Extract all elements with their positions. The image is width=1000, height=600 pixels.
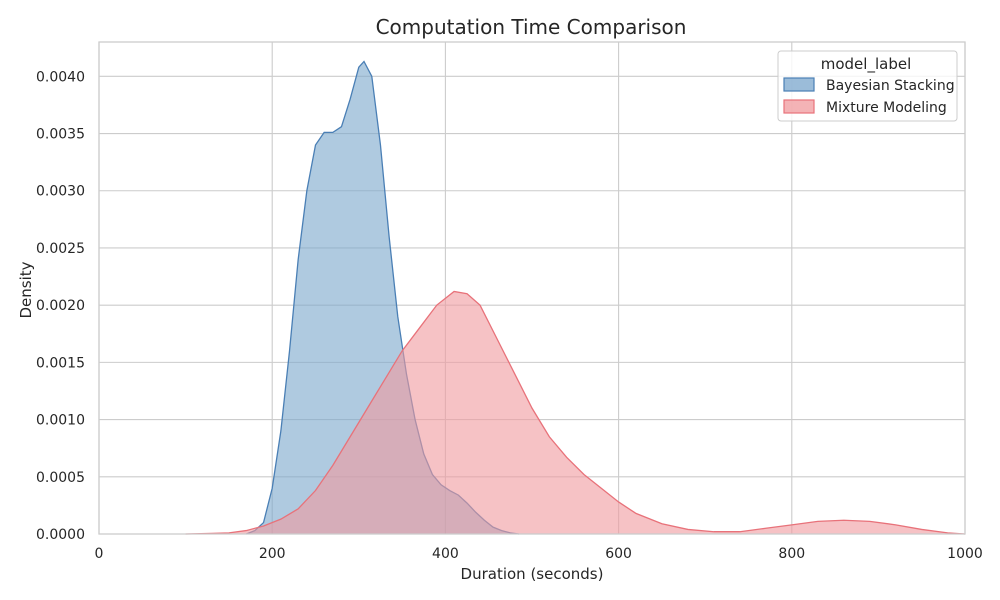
- density-area-bayesian-stacking: [246, 61, 520, 534]
- density-area-mixture-modeling: [185, 291, 966, 534]
- y-tick-label: 0.0030: [36, 184, 85, 200]
- x-tick-label: 600: [605, 546, 632, 562]
- x-tick-label: 0: [95, 546, 104, 562]
- y-tick-labels: 0.0000 0.0005 0.0010 0.0015 0.0020 0.0025 0.00…: [36, 69, 85, 543]
- y-tick-label: 0.0020: [36, 298, 85, 314]
- plot-frame: [98, 41, 966, 535]
- legend-title: model_label: [821, 55, 911, 74]
- y-tick-label: 0.0005: [36, 470, 85, 486]
- x-axis-label: Duration (seconds): [461, 565, 604, 583]
- grid-lines: [98, 42, 966, 535]
- y-tick-label: 0.0025: [36, 241, 85, 257]
- legend-label-mixture-modeling: Mixture Modeling: [826, 100, 947, 116]
- x-tick-label: 1000: [947, 546, 983, 562]
- x-tick-labels: 0 200 400 600 800 1000: [95, 546, 983, 562]
- y-tick-label: 0.0010: [36, 413, 85, 429]
- y-axis-label: Density: [17, 261, 35, 318]
- legend: model_label Bayesian Stacking Mixture Mod…: [777, 50, 958, 122]
- y-tick-label: 0.0035: [36, 127, 85, 143]
- legend-label-bayesian-stacking: Bayesian Stacking: [826, 78, 955, 94]
- legend-box: [777, 50, 958, 122]
- y-tick-label: 0.0000: [36, 527, 85, 543]
- x-tick-label: 800: [778, 546, 805, 562]
- x-tick-label: 400: [432, 546, 459, 562]
- chart-title: Computation Time Comparison: [376, 15, 687, 39]
- density-areas: [185, 60, 966, 535]
- y-tick-label: 0.0040: [36, 69, 85, 85]
- density-line-mixture-modeling: [185, 290, 966, 535]
- legend-swatch-mixture-modeling: [783, 99, 815, 114]
- legend-swatch-bayesian-stacking: [783, 77, 815, 92]
- y-tick-label: 0.0015: [36, 355, 85, 371]
- legend-entries: Bayesian Stacking Mixture Modeling: [783, 77, 955, 116]
- x-tick-label: 200: [259, 546, 286, 562]
